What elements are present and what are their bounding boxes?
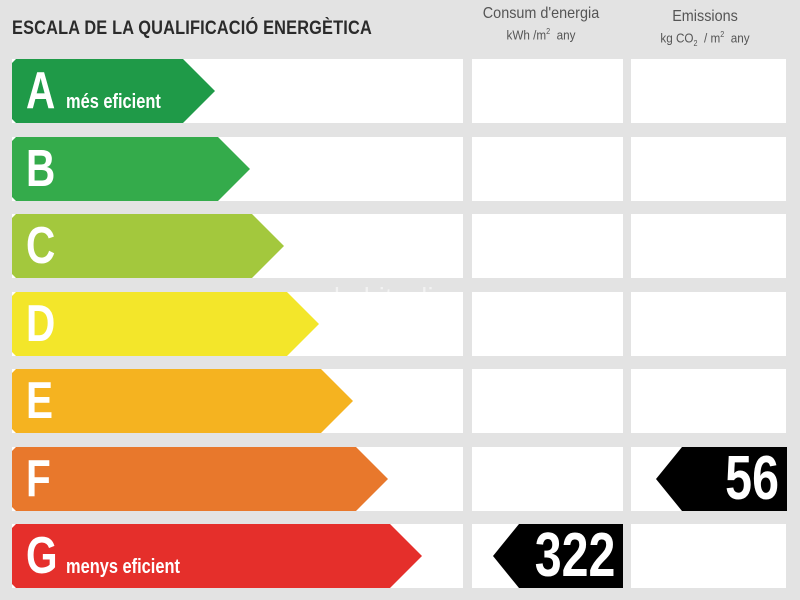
- rating-letter: F: [26, 450, 51, 508]
- consum-value: 322: [534, 521, 615, 590]
- rating-arrow-d: D: [12, 292, 319, 356]
- rating-label: més eficient: [66, 91, 161, 113]
- emissions-column-header: Emissions kg CO2 / m2 any: [639, 8, 770, 48]
- rating-letter: B: [26, 140, 56, 198]
- consum-label: Consum d'energia: [482, 5, 600, 22]
- emissions-cell: [631, 369, 786, 433]
- consum-cell: [472, 447, 623, 511]
- page-title: ESCALA DE LA QUALIFICACIÓ ENERGÈTICA: [12, 18, 372, 39]
- rating-letter: D: [26, 295, 56, 353]
- emissions-value-badge: 56: [656, 447, 787, 511]
- emissions-value: 56: [725, 444, 779, 513]
- watermark: habitaclia: [334, 282, 449, 312]
- rating-arrow-e: E: [12, 369, 353, 433]
- rating-label: menys eficient: [66, 556, 180, 578]
- emissions-unit: kg CO2 / m2 any: [660, 30, 750, 48]
- consum-column-header: Consum d'energia kWh /m2 any: [477, 5, 605, 42]
- consum-cell: [472, 59, 623, 123]
- consum-cell: [472, 137, 623, 201]
- emissions-cell: [631, 292, 786, 356]
- rating-letter: C: [26, 217, 56, 275]
- consum-cell: [472, 369, 623, 433]
- emissions-label: Emissions: [672, 8, 738, 25]
- rating-arrow-c: C: [12, 214, 284, 278]
- emissions-cell: [631, 214, 786, 278]
- rating-letter: E: [26, 372, 54, 430]
- consum-cell: [472, 292, 623, 356]
- emissions-cell: [631, 137, 786, 201]
- rating-letter: A: [26, 62, 56, 120]
- emissions-cell: [631, 59, 786, 123]
- consum-value-badge: 322: [493, 524, 623, 588]
- consum-unit: kWh /m2 any: [506, 27, 576, 43]
- rating-arrow-f: F: [12, 447, 388, 511]
- emissions-cell: [631, 524, 786, 588]
- rating-arrow-b: B: [12, 137, 250, 201]
- rating-letter: G: [26, 527, 58, 585]
- consum-cell: [472, 214, 623, 278]
